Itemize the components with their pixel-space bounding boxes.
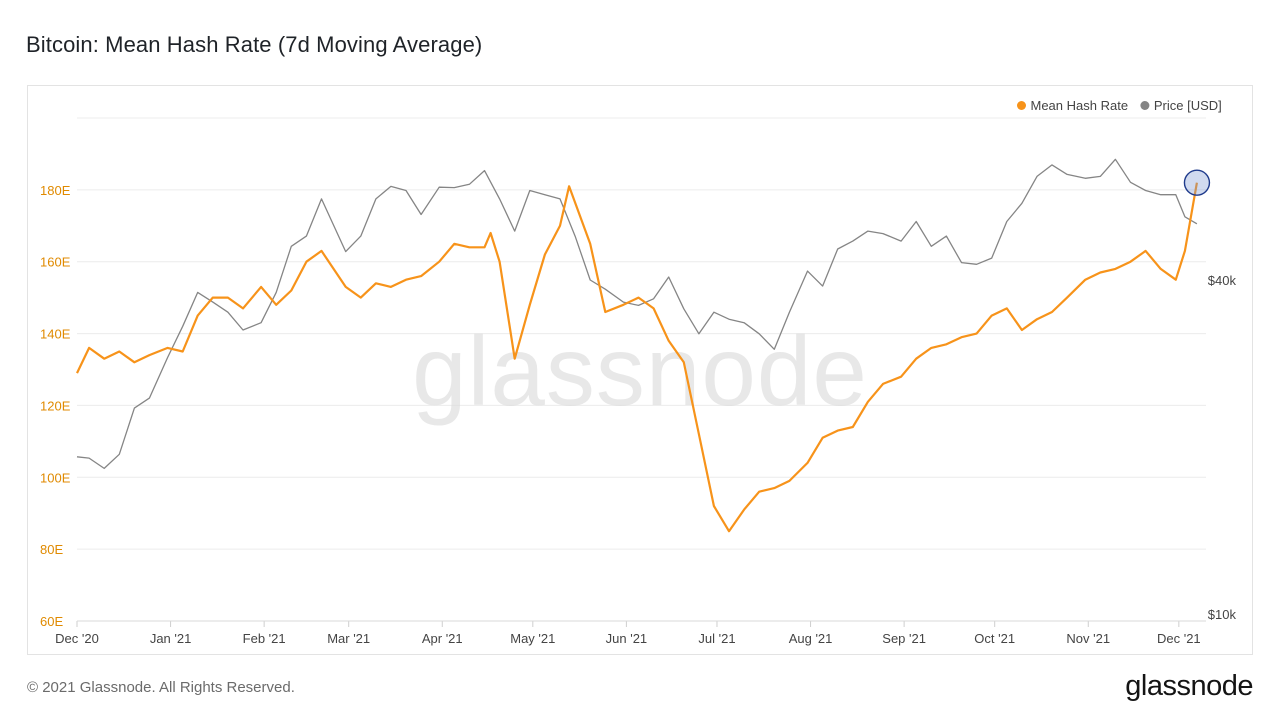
x-tick-label: Nov '21 <box>1066 631 1110 646</box>
legend[interactable]: Price [USD] Mean Hash Rate <box>1017 98 1222 113</box>
x-tick-label: May '21 <box>510 631 555 646</box>
x-tick-label: Oct '21 <box>974 631 1015 646</box>
y-left-tick-label: 120E <box>40 398 71 413</box>
chart-frame <box>27 85 1253 655</box>
y-axis-right-ticks: $10k $40k <box>1208 273 1237 622</box>
latest-point-marker[interactable] <box>1183 169 1211 196</box>
series-group <box>76 158 1198 533</box>
y-right-tick-label: $10k <box>1208 607 1237 622</box>
x-tick-label: Jul '21 <box>698 631 735 646</box>
legend-label[interactable]: Price [USD] <box>1154 98 1222 113</box>
y-left-tick-label: 180E <box>40 183 71 198</box>
x-tick-label: Sep '21 <box>882 631 926 646</box>
legend-label[interactable]: Mean Hash Rate <box>1031 98 1129 113</box>
y-left-tick-label: 60E <box>40 614 63 629</box>
y-left-tick-label: 160E <box>40 255 71 270</box>
brand-logo: glassnode <box>1125 670 1253 702</box>
mean-hash-rate-line <box>76 182 1198 533</box>
legend-swatch <box>1017 101 1026 110</box>
y-left-tick-label: 140E <box>40 327 71 342</box>
y-left-tick-label: 80E <box>40 542 63 557</box>
x-tick-label: Mar '21 <box>327 631 370 646</box>
y-right-tick-label: $40k <box>1208 273 1237 288</box>
chart-title: Bitcoin: Mean Hash Rate (7d Moving Avera… <box>26 32 483 57</box>
y-left-tick-label: 100E <box>40 470 71 485</box>
x-tick-label: Dec '21 <box>1157 631 1201 646</box>
latest-point-marker-group <box>1183 169 1211 196</box>
y-axis-left-ticks: 60E 80E 100E 120E 140E 160E 180E <box>40 183 71 629</box>
x-axis-ticks: Dec '20 Jan '21 Feb '21 Mar '21 Apr '21 May '… <box>55 620 1206 646</box>
x-tick-label: Dec '20 <box>55 631 99 646</box>
x-tick-label: Jun '21 <box>606 631 648 646</box>
copyright-text: © 2021 Glassnode. All Rights Reserved. <box>27 679 295 696</box>
legend-swatch <box>1140 101 1150 110</box>
x-tick-label: Aug '21 <box>789 631 833 646</box>
x-tick-label: Jan '21 <box>150 631 192 646</box>
watermark-text: glassnode <box>412 316 868 426</box>
x-tick-label: Feb '21 <box>243 631 286 646</box>
x-tick-label: Apr '21 <box>422 631 463 646</box>
